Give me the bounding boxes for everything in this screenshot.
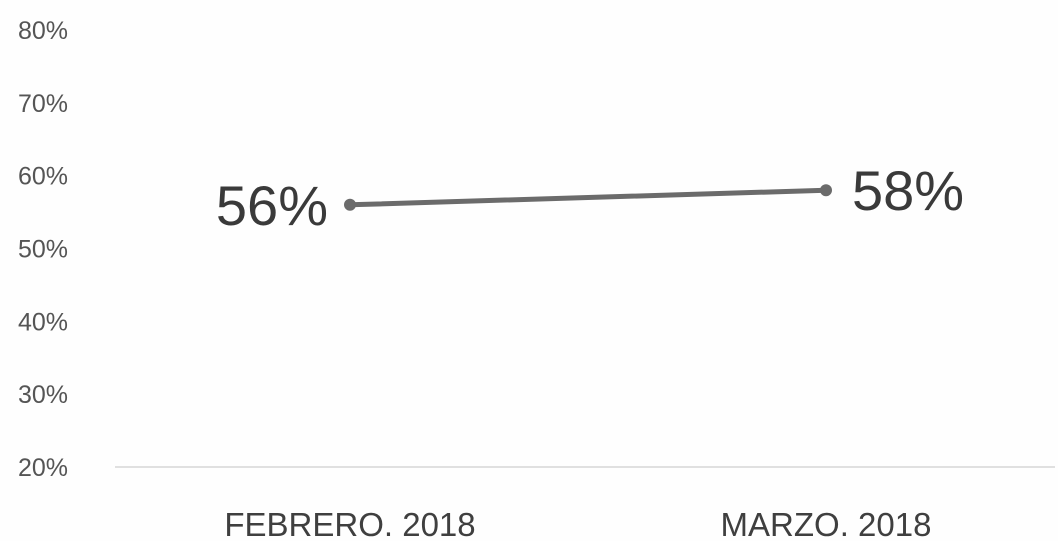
y-tick-label: 50% — [18, 236, 68, 264]
y-tick-label: 80% — [18, 17, 68, 45]
data-value-label: 58% — [852, 159, 964, 222]
data-point-marker — [344, 198, 356, 211]
series-line — [347, 187, 829, 208]
y-tick-label: 20% — [18, 454, 68, 482]
y-tick-label: 40% — [18, 308, 68, 336]
y-tick-label: 30% — [18, 381, 68, 409]
y-tick-label: 60% — [18, 163, 68, 191]
x-tick-label: FEBRERO. 2018 — [224, 506, 475, 541]
data-value-label: 56% — [216, 174, 328, 237]
data-point-marker — [820, 184, 832, 197]
x-tick-label: MARZO. 2018 — [721, 506, 932, 541]
y-axis-ticks: 20% 30% 40% 50% 60% 70% 80% — [18, 17, 68, 482]
x-axis-ticks: FEBRERO. 2018 MARZO. 2018 — [224, 506, 931, 541]
series-group — [344, 184, 832, 211]
y-tick-label: 70% — [18, 90, 68, 118]
data-labels: 56% 58% — [216, 159, 964, 237]
